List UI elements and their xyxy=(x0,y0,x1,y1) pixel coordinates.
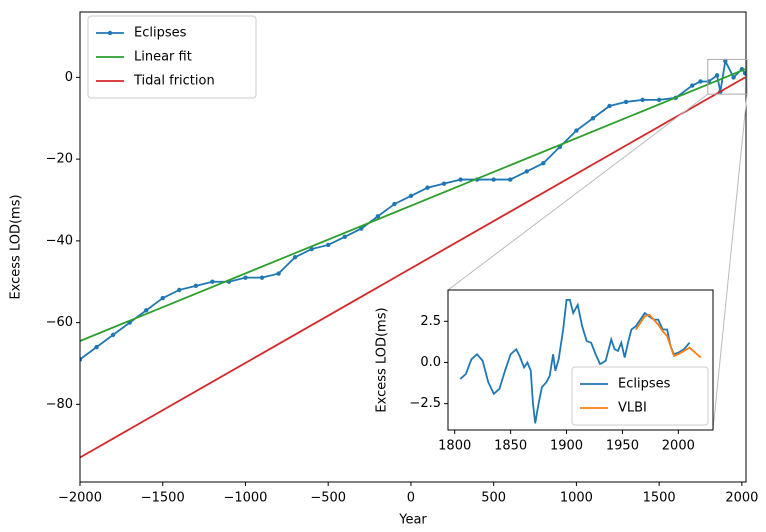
x-tick-label: 1900 xyxy=(550,439,583,454)
x-tick-label: 1500 xyxy=(643,491,676,506)
legend-label: Eclipses xyxy=(134,26,187,41)
series-marker xyxy=(408,193,414,199)
series-line xyxy=(80,68,746,342)
series-marker xyxy=(276,271,281,276)
series-marker xyxy=(541,161,546,166)
series-marker xyxy=(714,73,720,78)
series-marker xyxy=(698,79,703,84)
y-tick-label: −20 xyxy=(46,152,73,167)
y-axis-label: Excess LOD(ms) xyxy=(9,194,24,299)
legend: Eclipses VLBI xyxy=(571,366,709,426)
series-marker xyxy=(623,99,629,105)
inset-chart: 1800 1850 1900 1950 2000 −2.5 0.0 2.5 Excess LOD… xyxy=(375,289,714,454)
y-tick-label: −40 xyxy=(46,233,73,248)
series-marker xyxy=(607,103,612,109)
series-marker xyxy=(292,255,298,260)
series-marker xyxy=(441,181,447,186)
axes-frame xyxy=(79,11,747,483)
series-marker xyxy=(458,177,463,182)
y-tick-label: 0.0 xyxy=(420,355,441,370)
series-marker xyxy=(110,332,116,338)
series-marker xyxy=(731,75,736,80)
axes-frame xyxy=(447,289,714,431)
series-marker xyxy=(742,71,746,76)
legend-box xyxy=(87,15,257,99)
series-marker xyxy=(177,287,182,293)
series-marker xyxy=(94,344,99,350)
x-tick-label: 0 xyxy=(407,491,415,506)
series-marker xyxy=(590,116,596,121)
legend: Eclipses Linear fit Tidal friction xyxy=(87,15,257,99)
series-marker xyxy=(210,279,215,284)
legend-label: Eclipses xyxy=(618,377,671,392)
series-marker xyxy=(359,226,364,231)
series-marker xyxy=(259,275,265,280)
series-marker xyxy=(193,283,199,289)
series-marker xyxy=(574,128,579,133)
legend-marker xyxy=(107,30,113,36)
series-marker xyxy=(143,308,149,313)
series-marker xyxy=(690,83,695,88)
x-tick-label: 1800 xyxy=(438,439,471,454)
series-marker xyxy=(392,201,397,207)
series-marker xyxy=(656,97,662,103)
series-marker xyxy=(325,242,331,248)
series-marker xyxy=(640,97,645,103)
series-line xyxy=(80,76,746,459)
y-tick-label: −60 xyxy=(46,315,73,330)
y-axis-label: Excess LOD(ms) xyxy=(375,307,390,412)
y-tick-label: −80 xyxy=(46,397,73,412)
x-tick-label: −500 xyxy=(310,491,346,506)
x-tick-label: 2000 xyxy=(662,439,695,454)
zoom-connector xyxy=(447,93,709,291)
x-tick-label: 2000 xyxy=(725,491,758,506)
x-tick-label: 1850 xyxy=(494,439,527,454)
legend-label: Tidal friction xyxy=(133,74,215,89)
series-marker xyxy=(375,214,381,219)
main-chart: −2000 −1500 −1000 −500 0 500 1000 1500 2000 −80 −6… xyxy=(9,11,758,528)
y-tick-label: 0 xyxy=(65,70,73,85)
zoom-rect xyxy=(707,58,748,95)
series-marker xyxy=(342,234,347,239)
series-marker xyxy=(80,357,83,362)
legend-label: VLBI xyxy=(618,401,647,416)
series-group xyxy=(80,58,746,459)
x-tick-label: −1000 xyxy=(223,491,267,506)
series-marker xyxy=(309,246,314,252)
x-tick-label: −1500 xyxy=(141,491,185,506)
x-axis-label: Year xyxy=(398,513,427,528)
series-marker xyxy=(723,58,728,64)
y-tick-label: 2.5 xyxy=(420,314,441,329)
series-marker xyxy=(243,275,248,280)
series-line xyxy=(635,313,702,359)
zoom-connector xyxy=(712,94,748,431)
legend-box xyxy=(571,366,709,426)
series-line xyxy=(80,58,746,361)
legend-label: Linear fit xyxy=(134,50,192,65)
series-marker xyxy=(524,169,529,174)
series-marker xyxy=(160,295,165,301)
zoom-indicator xyxy=(447,58,748,431)
x-tick-label: 1950 xyxy=(606,439,639,454)
series-marker xyxy=(508,177,513,182)
series-marker xyxy=(491,177,496,182)
series-group xyxy=(459,298,702,424)
series-line xyxy=(459,298,691,424)
series-marker xyxy=(425,185,430,190)
x-tick-label: −2000 xyxy=(58,491,102,506)
y-tick-label: −2.5 xyxy=(409,396,441,411)
x-tick-label: 1000 xyxy=(560,491,593,506)
x-tick-label: 500 xyxy=(481,491,506,506)
